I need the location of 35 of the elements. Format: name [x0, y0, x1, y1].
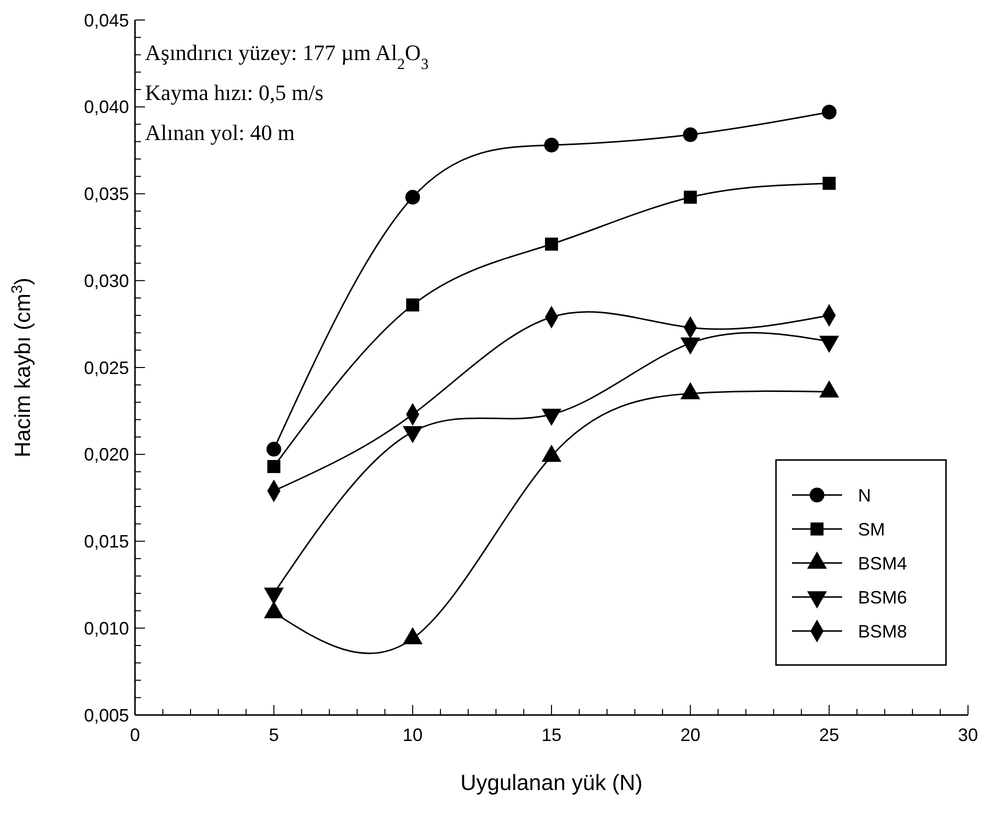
annotation: Aşındırıcı yüzey: 177 µm Al$_{2}$O$_{3}$ [145, 40, 429, 72]
point [544, 138, 559, 152]
point [822, 176, 836, 190]
point [266, 442, 282, 457]
y-tick-label: 0,020 [84, 444, 129, 465]
point [544, 238, 558, 251]
x-tick-label: 25 [819, 725, 840, 745]
y-tick-label: 0,005 [84, 705, 129, 726]
point [406, 298, 420, 312]
x-tick-label: 15 [541, 725, 562, 745]
legend-label: SM [858, 519, 885, 540]
legend-label: N [858, 485, 871, 506]
x-tick-label: 5 [268, 725, 279, 745]
legend-label: BSM4 [858, 553, 908, 574]
y-tick-label: 0,015 [84, 532, 129, 552]
y-tick-label: 0,035 [84, 184, 129, 204]
point [405, 190, 420, 205]
x-tick-label: 0 [130, 725, 140, 745]
y-tick-label: 0,025 [84, 358, 129, 378]
legend-label: BSM6 [858, 587, 908, 608]
x-tick-label: 30 [958, 725, 978, 745]
point [684, 190, 697, 204]
y-tick-label: 0,045 [84, 10, 129, 30]
point [822, 104, 837, 120]
x-tick-label: 10 [402, 725, 423, 745]
annotation: Alınan yol: 40 m [145, 120, 295, 145]
point [267, 460, 280, 474]
x-tick-label: 20 [680, 725, 700, 745]
y-tick-label: 0,030 [84, 270, 129, 291]
legend-label: BSM8 [858, 621, 908, 642]
x-axis-title: Uygulanan yük (N) [460, 770, 643, 795]
annotation: Kayma hızı: 0,5 m/s [145, 80, 324, 105]
point [682, 127, 698, 142]
y-tick-label: 0,010 [84, 618, 129, 638]
y-tick-label: 0,040 [84, 97, 129, 118]
